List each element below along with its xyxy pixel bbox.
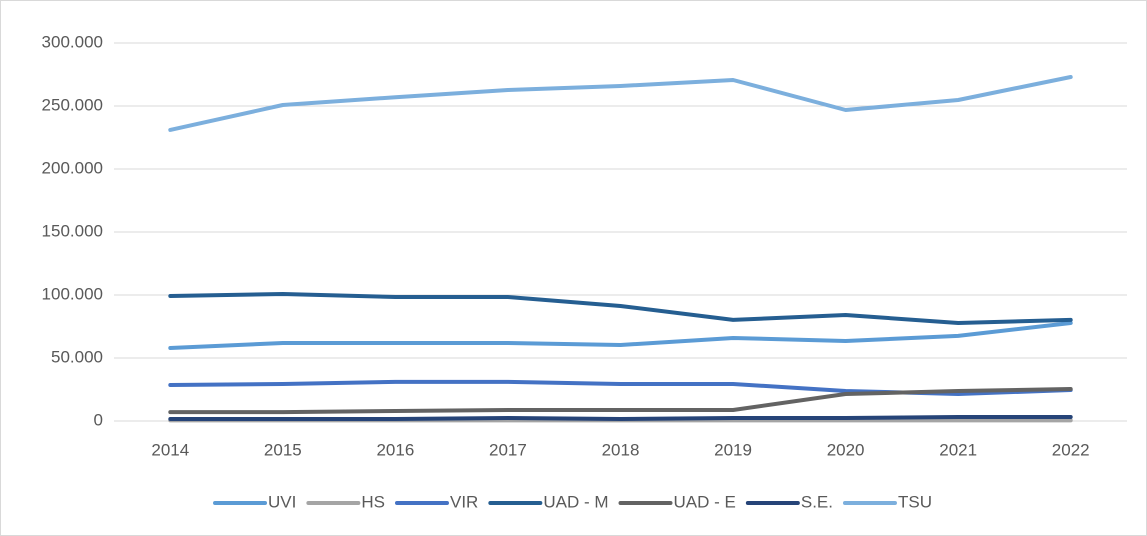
x-tick-label: 2017 xyxy=(489,440,527,459)
y-tick-label: 0 xyxy=(94,410,103,429)
y-tick-label: 250.000 xyxy=(42,95,103,114)
legend-item: S.E. xyxy=(745,492,833,511)
legend-label: UAD - E xyxy=(674,492,736,511)
legend-item: UVI xyxy=(213,492,296,511)
legend-label: HS xyxy=(361,492,385,511)
legend-label: UAD - M xyxy=(543,492,608,511)
x-tick-label: 2016 xyxy=(376,440,414,459)
legend-label: VIR xyxy=(450,492,478,511)
legend-item: VIR xyxy=(394,492,478,511)
y-tick-label: 50.000 xyxy=(51,347,103,366)
legend-item: UAD - M xyxy=(488,492,609,511)
series-line xyxy=(168,321,1073,350)
series-line xyxy=(168,415,1073,421)
x-tick-label: 2015 xyxy=(264,440,302,459)
x-tick-label: 2018 xyxy=(602,440,640,459)
x-tick-label: 2021 xyxy=(939,440,977,459)
legend-label: UVI xyxy=(268,492,296,511)
series-line xyxy=(168,292,1073,325)
legend-item: TSU xyxy=(842,492,932,511)
x-tick-label: 2019 xyxy=(714,440,752,459)
y-tick-label: 100.000 xyxy=(42,284,103,303)
legend-label: S.E. xyxy=(801,492,833,511)
legend-item: HS xyxy=(306,492,385,511)
y-tick-label: 150.000 xyxy=(42,221,103,240)
x-tick-label: 2022 xyxy=(1052,440,1090,459)
y-tick-label: 200.000 xyxy=(42,158,103,177)
legend-label: TSU xyxy=(898,492,932,511)
x-tick-label: 2020 xyxy=(827,440,865,459)
series-line xyxy=(168,75,1073,132)
series-line xyxy=(168,387,1073,415)
x-tick-label: 2014 xyxy=(151,440,189,459)
y-tick-label: 300.000 xyxy=(42,32,103,51)
legend-item: UAD - E xyxy=(618,492,736,511)
legend: UVI HS VIR UAD - M UAD - E S.E. TSU xyxy=(213,492,932,511)
